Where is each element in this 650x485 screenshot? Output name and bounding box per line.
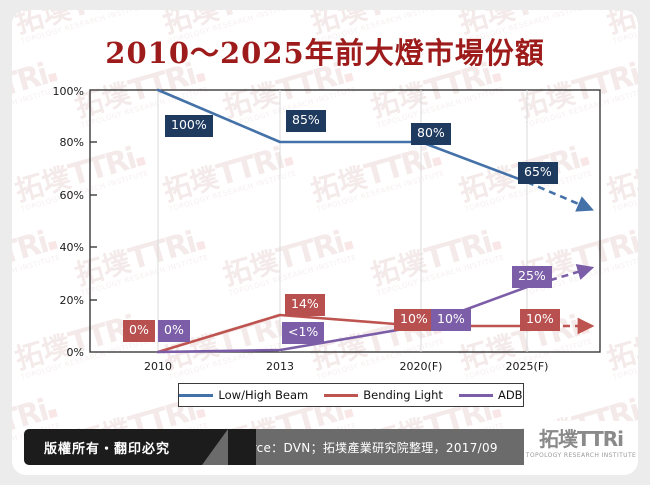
plot-area [89, 89, 601, 353]
legend-label-low-high-beam: Low/High Beam [218, 388, 309, 402]
data-label-bl-2010: 0% [123, 320, 155, 342]
y-tick-label-100: 100% [53, 85, 84, 98]
copyright-wedge [202, 429, 228, 465]
data-label-bl-2020: 10% [394, 309, 434, 331]
data-label-adb-2020: 10% [431, 309, 471, 331]
page-title: 2010～2025年前大燈市場份額 [105, 36, 545, 70]
data-label-adb-2013: <1% [282, 322, 325, 344]
series-forecast-adb [526, 263, 595, 289]
y-tick-label-40: 40% [60, 241, 84, 254]
legend-swatch-bending-light [324, 393, 359, 397]
chart-legend: Low/High Beam Bending Light ADB [178, 383, 524, 407]
gridlines [157, 90, 528, 352]
data-label-adb-2025: 25% [512, 266, 552, 288]
data-label-lhb-2020: 80% [411, 123, 451, 145]
series-line-adb [156, 285, 529, 354]
x-tick-label-2010: 2010 [144, 360, 172, 373]
legend-swatch-adb [458, 393, 493, 397]
legend-item-low-high-beam[interactable]: Low/High Beam [179, 388, 308, 402]
tri-logo-tagline: TOPOLOGY RESEARCH INSTITUTE [525, 452, 637, 459]
data-label-lhb-2013: 85% [286, 110, 326, 132]
tri-logo: 拓墣TTRi TOPOLOGY RESEARCH INSTITUTE [524, 421, 638, 467]
series-line-bending-light [156, 313, 529, 354]
legend-label-bending-light: Bending Light [363, 388, 443, 402]
y-tick-label-80: 80% [60, 136, 84, 149]
data-label-lhb-2025: 65% [518, 162, 558, 184]
legend-label-adb: ADB [497, 388, 523, 402]
x-tick-label-2025F: 2025(F) [506, 360, 549, 373]
series-line-low-high-beam [156, 88, 529, 184]
line-chart: 0% 20% 40% 60% 80% 100% 2010 2013 2020(F… [53, 85, 601, 373]
footer-bar: Source：DVN；拓墣產業研究院整理，2017/09 版權所有・翻印必究 拓… [24, 421, 638, 467]
footer: Source：DVN；拓墣產業研究院整理，2017/09 版權所有・翻印必究 拓… [12, 421, 638, 467]
slide-card: 拓墣TTRi▪TOPOLOGY RESEARCH INSTITUTE拓墣TTRi… [12, 10, 638, 475]
series-forecast-low-high-beam [526, 180, 594, 212]
legend-item-bending-light[interactable]: Bending Light [324, 388, 443, 402]
data-label-bl-2013: 14% [285, 294, 325, 316]
y-tick-label-0: 0% [67, 346, 84, 359]
legend-swatch-low-high-beam [179, 393, 214, 397]
legend-item-adb[interactable]: ADB [458, 388, 523, 402]
source-text: Source：DVN；拓墣產業研究院整理，2017/09 [228, 440, 498, 455]
x-tick-label-2013: 2013 [266, 360, 294, 373]
y-tick-label-20: 20% [60, 294, 84, 307]
data-label-bl-2025: 10% [520, 309, 560, 331]
data-label-adb-2010: 0% [158, 320, 190, 342]
tri-logo-wordmark: 拓墣TTRi [539, 427, 624, 451]
copyright-text: 版權所有・翻印必究 [44, 441, 171, 457]
y-tick-label-60: 60% [60, 189, 84, 202]
x-tick-label-2020F: 2020(F) [400, 360, 443, 373]
data-label-lhb-2010: 100% [165, 115, 213, 137]
y-axis-ticks [90, 141, 97, 301]
